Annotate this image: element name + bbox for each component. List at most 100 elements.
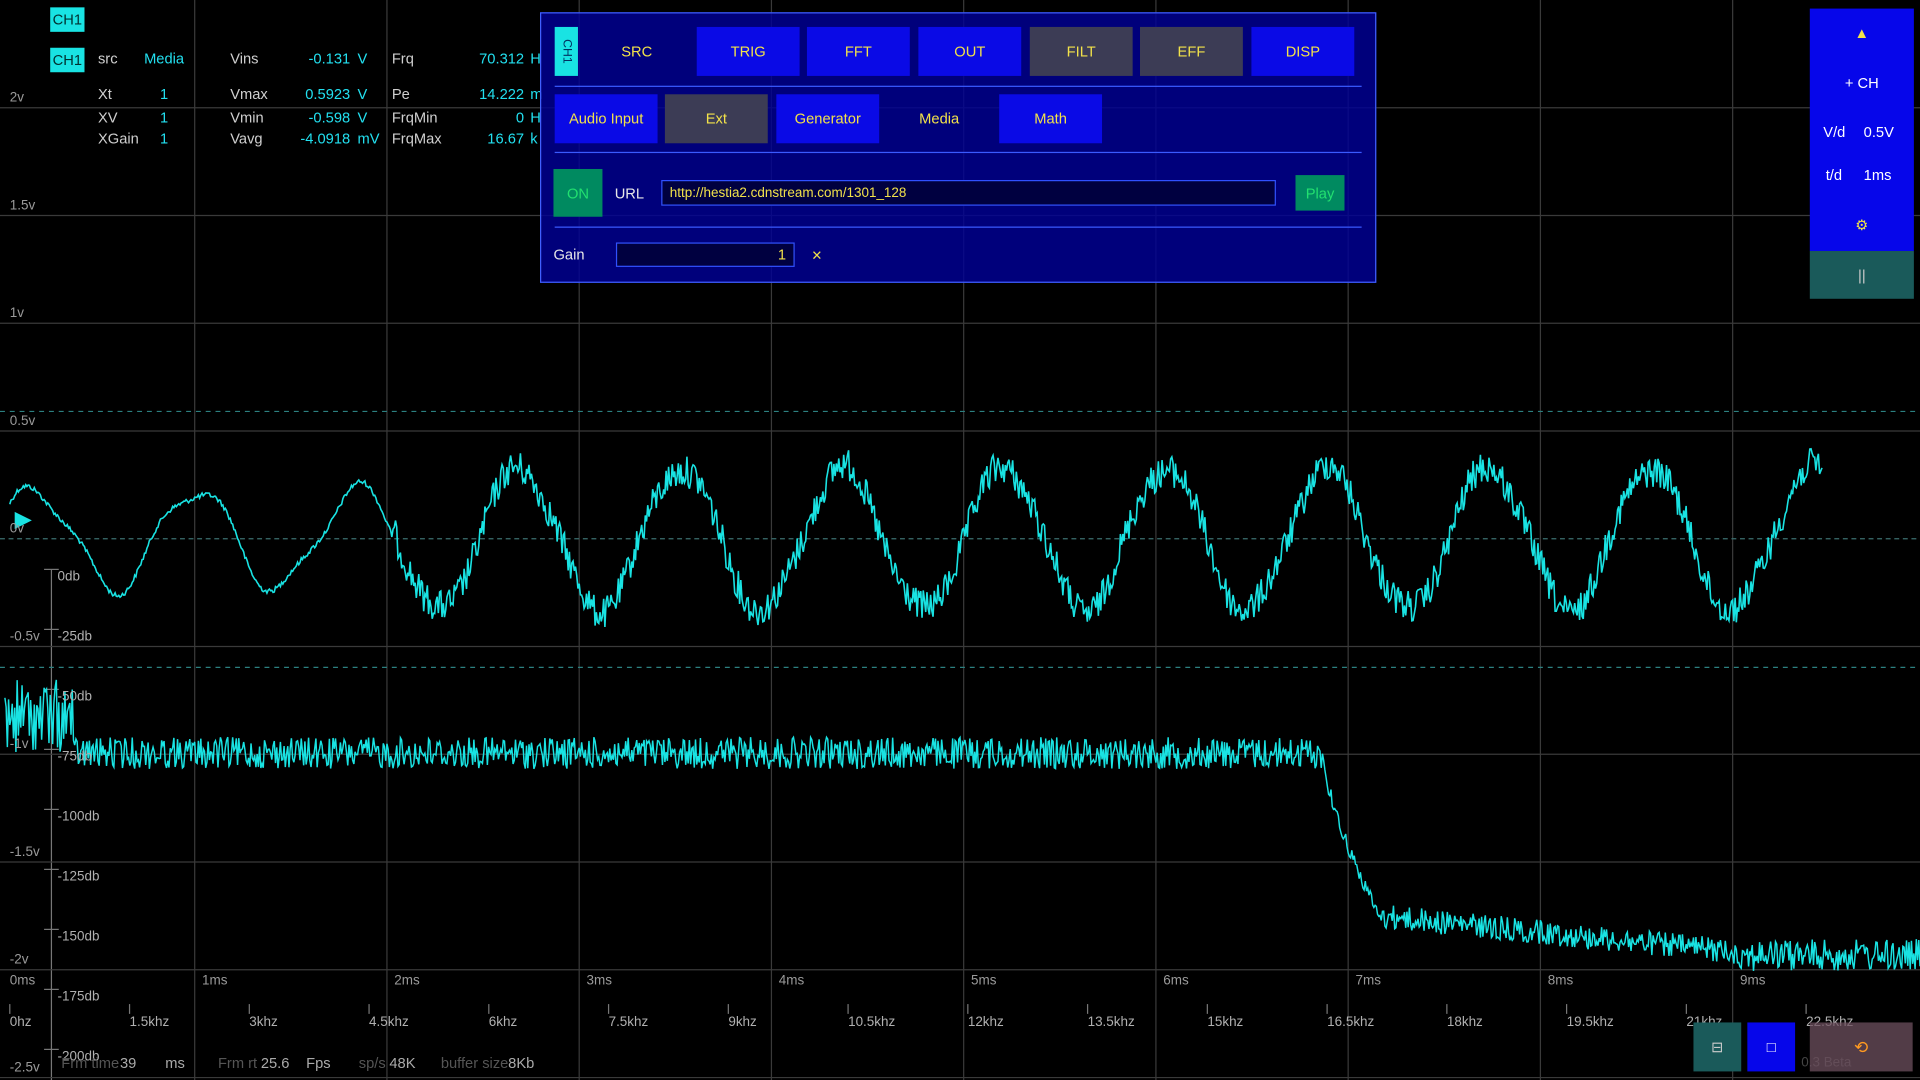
settings-button[interactable]: ⚙ xyxy=(1855,216,1869,234)
reset-button[interactable]: ⟲ xyxy=(1809,1022,1913,1072)
volt-label: -0.5v xyxy=(9,629,40,645)
time-label: 9ms xyxy=(1740,973,1766,989)
volt-label: 1.5v xyxy=(9,198,36,214)
info-label: Pe xyxy=(391,85,410,103)
status-unit: ms xyxy=(165,1054,185,1072)
info-value: 14.222 xyxy=(479,85,525,103)
info-label: Vmax xyxy=(230,85,268,103)
info-value: -4.0918 xyxy=(300,129,351,147)
tab-button[interactable]: FILT xyxy=(1029,26,1133,76)
volt-label: 0v xyxy=(9,521,25,537)
url-input[interactable]: http://hestia2.cdnstream.com/1301_128 xyxy=(661,180,1276,206)
clear-gain[interactable]: × xyxy=(811,244,822,265)
info-label: Vins xyxy=(230,50,259,68)
info-unit: mV xyxy=(357,129,380,147)
info-unit: k xyxy=(530,129,538,147)
gain-input[interactable]: 1 xyxy=(615,242,795,267)
status-value: 48K xyxy=(389,1054,416,1072)
time-waveform xyxy=(9,447,1823,627)
trigger-marker xyxy=(14,511,32,529)
db-label: -25db xyxy=(57,629,93,645)
freq-label: 12khz xyxy=(967,1015,1004,1030)
tab-button[interactable]: EFF xyxy=(1140,26,1243,76)
db-label: -125db xyxy=(57,869,100,885)
freq-label: 13.5khz xyxy=(1087,1015,1135,1030)
info-value: 0 xyxy=(515,108,525,127)
info-value: 16.67 xyxy=(487,129,525,147)
volt-label: -1v xyxy=(9,737,29,752)
tab-button[interactable]: OUT xyxy=(918,26,1022,76)
time-label: 6ms xyxy=(1163,973,1189,989)
freq-label: 16.5khz xyxy=(1327,1015,1375,1030)
time-label: 1ms xyxy=(202,973,228,989)
status-label: buffer size xyxy=(440,1054,509,1072)
gain-label: Gain xyxy=(553,246,585,264)
separator xyxy=(554,226,1362,228)
status-value: 8Kb xyxy=(508,1054,535,1072)
tab-button[interactable]: SRC xyxy=(621,42,653,61)
info-label: Vavg xyxy=(230,129,263,147)
status-label: Frm rt xyxy=(217,1054,258,1072)
db-label: -50db xyxy=(57,689,93,705)
freq-label: 0hz xyxy=(9,1015,32,1030)
db-label: -100db xyxy=(57,809,100,825)
info-unit: V xyxy=(357,108,368,127)
tab-button[interactable]: DISP xyxy=(1251,26,1355,76)
footer-button[interactable]: ⊟ xyxy=(1693,1022,1742,1072)
freq-label: 6khz xyxy=(488,1015,518,1030)
info-value: 1 xyxy=(159,85,169,103)
fft-spectrum xyxy=(4,679,1920,971)
add-channel[interactable]: + CH xyxy=(1844,74,1879,92)
time-label: 0ms xyxy=(9,973,36,989)
source-button[interactable]: Ext xyxy=(664,94,768,144)
info-value: -0.131 xyxy=(308,50,351,68)
freq-label: 9khz xyxy=(728,1015,757,1030)
volt-label: 2v xyxy=(9,90,25,106)
info-unit: H xyxy=(530,50,541,68)
info-unit: V xyxy=(357,50,368,68)
tab-button[interactable]: TRIG xyxy=(696,26,800,76)
scroll-up[interactable]: ▲ xyxy=(1854,24,1870,42)
status-value: 25.6 xyxy=(260,1054,290,1072)
info-label: XGain xyxy=(97,129,139,147)
time-label: 4ms xyxy=(778,973,805,989)
freq-label: 19.5khz xyxy=(1566,1015,1614,1030)
separator xyxy=(554,151,1362,154)
info-value: -0.598 xyxy=(308,108,351,127)
freq-label: 10.5khz xyxy=(848,1015,896,1030)
source-button[interactable]: Audio Input xyxy=(554,94,658,144)
vd-value[interactable]: 0.5V xyxy=(1863,123,1894,141)
info-label: FrqMax xyxy=(391,129,442,147)
info-label: Vmin xyxy=(230,108,264,127)
channel-badge: CH1 xyxy=(50,47,85,73)
freq-label: 18khz xyxy=(1446,1015,1483,1030)
channel-badge: CH1 xyxy=(50,7,85,32)
info-unit: m xyxy=(530,85,543,103)
info-unit: H xyxy=(530,108,541,127)
vd-label: V/d xyxy=(1823,123,1846,141)
td-value[interactable]: 1ms xyxy=(1863,166,1892,184)
volt-label: -1.5v xyxy=(9,844,40,860)
on-toggle[interactable]: ON xyxy=(553,168,603,217)
time-label: 2ms xyxy=(394,973,420,989)
status-unit: Fps xyxy=(306,1054,331,1072)
freq-label: 3khz xyxy=(249,1015,278,1030)
channel-tab[interactable]: CH1 xyxy=(554,26,578,76)
td-label: t/d xyxy=(1825,166,1843,184)
info-value: 0.5923 xyxy=(305,85,351,103)
play-button[interactable]: Play xyxy=(1295,175,1345,211)
volt-label: 0.5v xyxy=(9,413,36,429)
source-button[interactable]: Math xyxy=(999,94,1103,144)
status-label: Frm time xyxy=(61,1054,120,1072)
info-value: 1 xyxy=(159,129,169,147)
source-button[interactable]: Media xyxy=(919,110,960,128)
tab-button[interactable]: FFT xyxy=(806,26,910,76)
footer-button[interactable]: □ xyxy=(1747,1022,1796,1072)
time-label: 7ms xyxy=(1355,973,1381,989)
info-value: 1 xyxy=(159,108,169,127)
db-label: -75db xyxy=(57,749,93,765)
info-label: XV xyxy=(97,108,118,127)
source-button[interactable]: Generator xyxy=(776,94,880,144)
pause-button[interactable]: || xyxy=(1809,251,1914,299)
